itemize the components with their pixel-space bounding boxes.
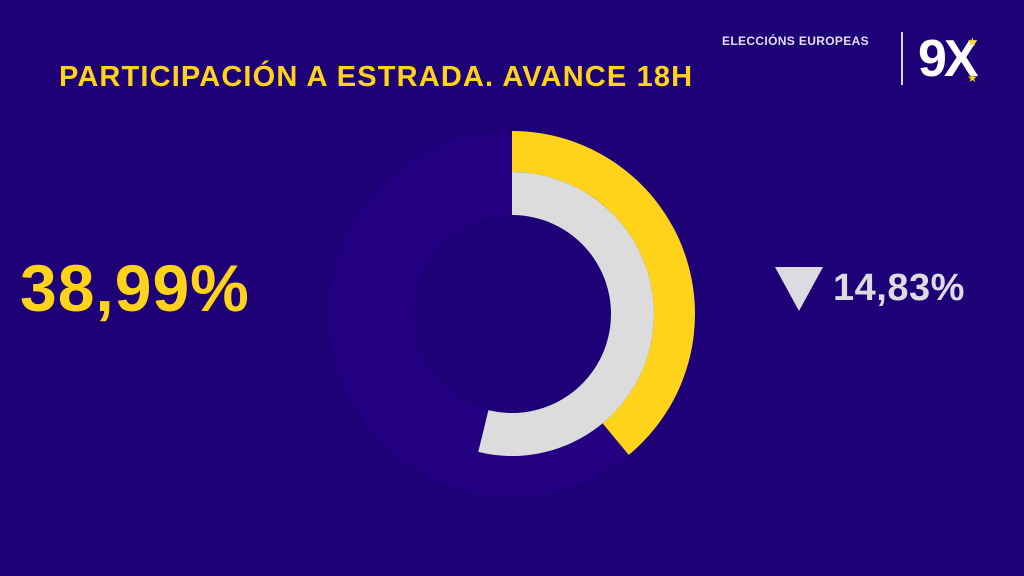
triangle-down-icon	[775, 267, 823, 311]
brand-logo: 9X ★ ★	[918, 30, 990, 88]
star-icon: ★	[967, 71, 978, 85]
page-title: PARTICIPACIÓN A ESTRADA. AVANCE 18H	[59, 61, 694, 93]
current-turnout-arc	[512, 131, 695, 455]
brand-label: ELECCIÓNS EUROPEAS	[722, 34, 869, 48]
current-turnout-value: 38,99%	[20, 251, 250, 325]
brand-block: ELECCIÓNS EUROPEAS 9X ★ ★	[700, 30, 1000, 90]
previous-turnout-arc	[478, 172, 655, 456]
star-icon: ★	[967, 35, 978, 49]
turnout-change: 14,83%	[775, 263, 965, 313]
brand-logo-text: 9X	[918, 30, 979, 88]
brand-divider	[901, 32, 903, 85]
turnout-change-value: 14,83%	[833, 267, 965, 309]
